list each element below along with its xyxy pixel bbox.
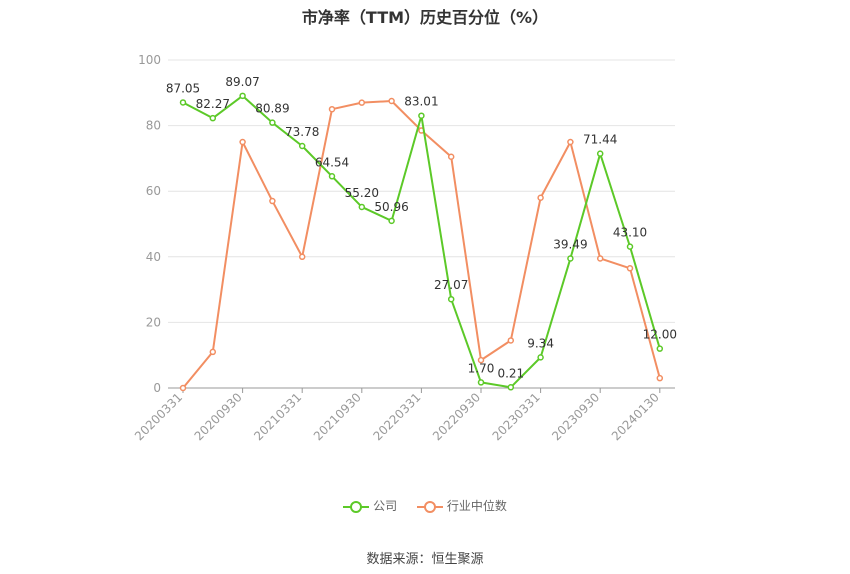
company-data-point (328, 173, 336, 180)
y-tick-label: 40 (146, 250, 161, 264)
x-tick-label: 20220930 (430, 390, 483, 443)
company-data-point (537, 354, 544, 361)
data-labels: 87.05 82.27 89.07 80.89 73.78 64.54 55.2050.96… (166, 75, 677, 380)
legend-label-industry-median: 行业中位数 (446, 499, 507, 513)
legend-item-industry-median[interactable]: 行业中位数 (416, 497, 507, 514)
y-axis: 0 20 40 60 80 100 (138, 53, 161, 395)
x-tick-label: 20200930 (192, 390, 245, 443)
company-data-point (596, 150, 604, 157)
company-data-label: 9.34 (527, 336, 554, 350)
company-data-point (447, 295, 455, 303)
company-data-point (626, 243, 634, 250)
company-data-label: 1.70 (468, 361, 495, 375)
x-tick-label: 20220331 (370, 390, 423, 443)
industry-median-data-point (447, 153, 455, 161)
industry-median-data-point (179, 384, 187, 392)
y-tick-label: 0 (153, 381, 161, 395)
industry-median-data-point (388, 97, 395, 105)
industry-median-data-point (298, 253, 306, 261)
company-data-label: 12.00 (643, 328, 677, 342)
company-data-point (269, 119, 276, 126)
company-data-label: 43.10 (613, 226, 647, 240)
company-data-label: 87.05 (166, 81, 200, 95)
legend-orange-line-icon (416, 500, 443, 513)
industry-median-data-point (239, 138, 246, 146)
company-data-point (507, 384, 515, 391)
x-tick-label: 20200331 (132, 390, 185, 443)
x-tick-label: 20230930 (549, 390, 602, 443)
x-tick-label: 20210930 (311, 390, 364, 443)
legend-label-company: 公司 (373, 499, 398, 513)
company-data-point (209, 114, 217, 122)
company-data-point (358, 203, 366, 211)
y-tick-label: 60 (146, 184, 161, 198)
company-data-label: 39.49 (553, 237, 587, 251)
company-data-label: 55.20 (345, 186, 379, 200)
industry-median-data-point (537, 194, 544, 202)
company-data-label: 71.44 (583, 133, 617, 147)
series-layer (179, 92, 664, 392)
company-data-point (477, 379, 485, 386)
company-data-label: 80.89 (255, 102, 289, 116)
industry-median-data-point (477, 356, 485, 364)
company-data-point (239, 92, 246, 100)
company-data-label: 83.01 (404, 95, 438, 109)
legend-green-line-icon (343, 500, 370, 513)
company-data-point (388, 217, 395, 225)
legend: 公司 行业中位数 (0, 497, 850, 514)
industry-median-data-point (567, 138, 574, 146)
industry-median-data-point (209, 348, 217, 356)
industry-median-data-point (656, 374, 664, 382)
industry-median-data-point (507, 337, 515, 344)
y-tick-label: 80 (146, 119, 161, 133)
y-tick-label: 100 (138, 53, 161, 67)
company-data-point (179, 99, 187, 106)
x-tick-label: 20240130 (609, 390, 662, 443)
company-data-label: 27.07 (434, 278, 468, 292)
company-data-point (567, 255, 574, 262)
industry-median-data-point (596, 255, 604, 262)
legend-item-company[interactable]: 公司 (343, 497, 397, 514)
company-data-label: 50.96 (374, 200, 408, 214)
x-tick-label: 20210331 (251, 390, 304, 443)
source-note: 数据来源：恒生聚源 (366, 552, 484, 567)
industry-median-data-point (626, 265, 634, 272)
x-tick-label: 20230331 (490, 390, 543, 443)
chart-title: 市净率（TTM）历史百分位（%） (301, 8, 549, 27)
y-tick-label: 20 (146, 315, 161, 329)
company-data-point (418, 112, 425, 119)
company-data-label: 82.27 (196, 97, 230, 111)
company-data-label: 73.78 (285, 125, 319, 139)
company-data-label: 89.07 (225, 75, 259, 89)
industry-median-data-point (328, 105, 336, 113)
x-axis: 20200331 20200930 20210331 20210930 20220331… (132, 387, 675, 443)
company-data-label: 64.54 (315, 155, 349, 169)
industry-median-data-point (269, 197, 276, 205)
company-data-point (656, 345, 664, 352)
company-data-label: 0.21 (497, 366, 524, 380)
company-data-point (298, 142, 306, 150)
industry-median-data-point (358, 99, 366, 106)
